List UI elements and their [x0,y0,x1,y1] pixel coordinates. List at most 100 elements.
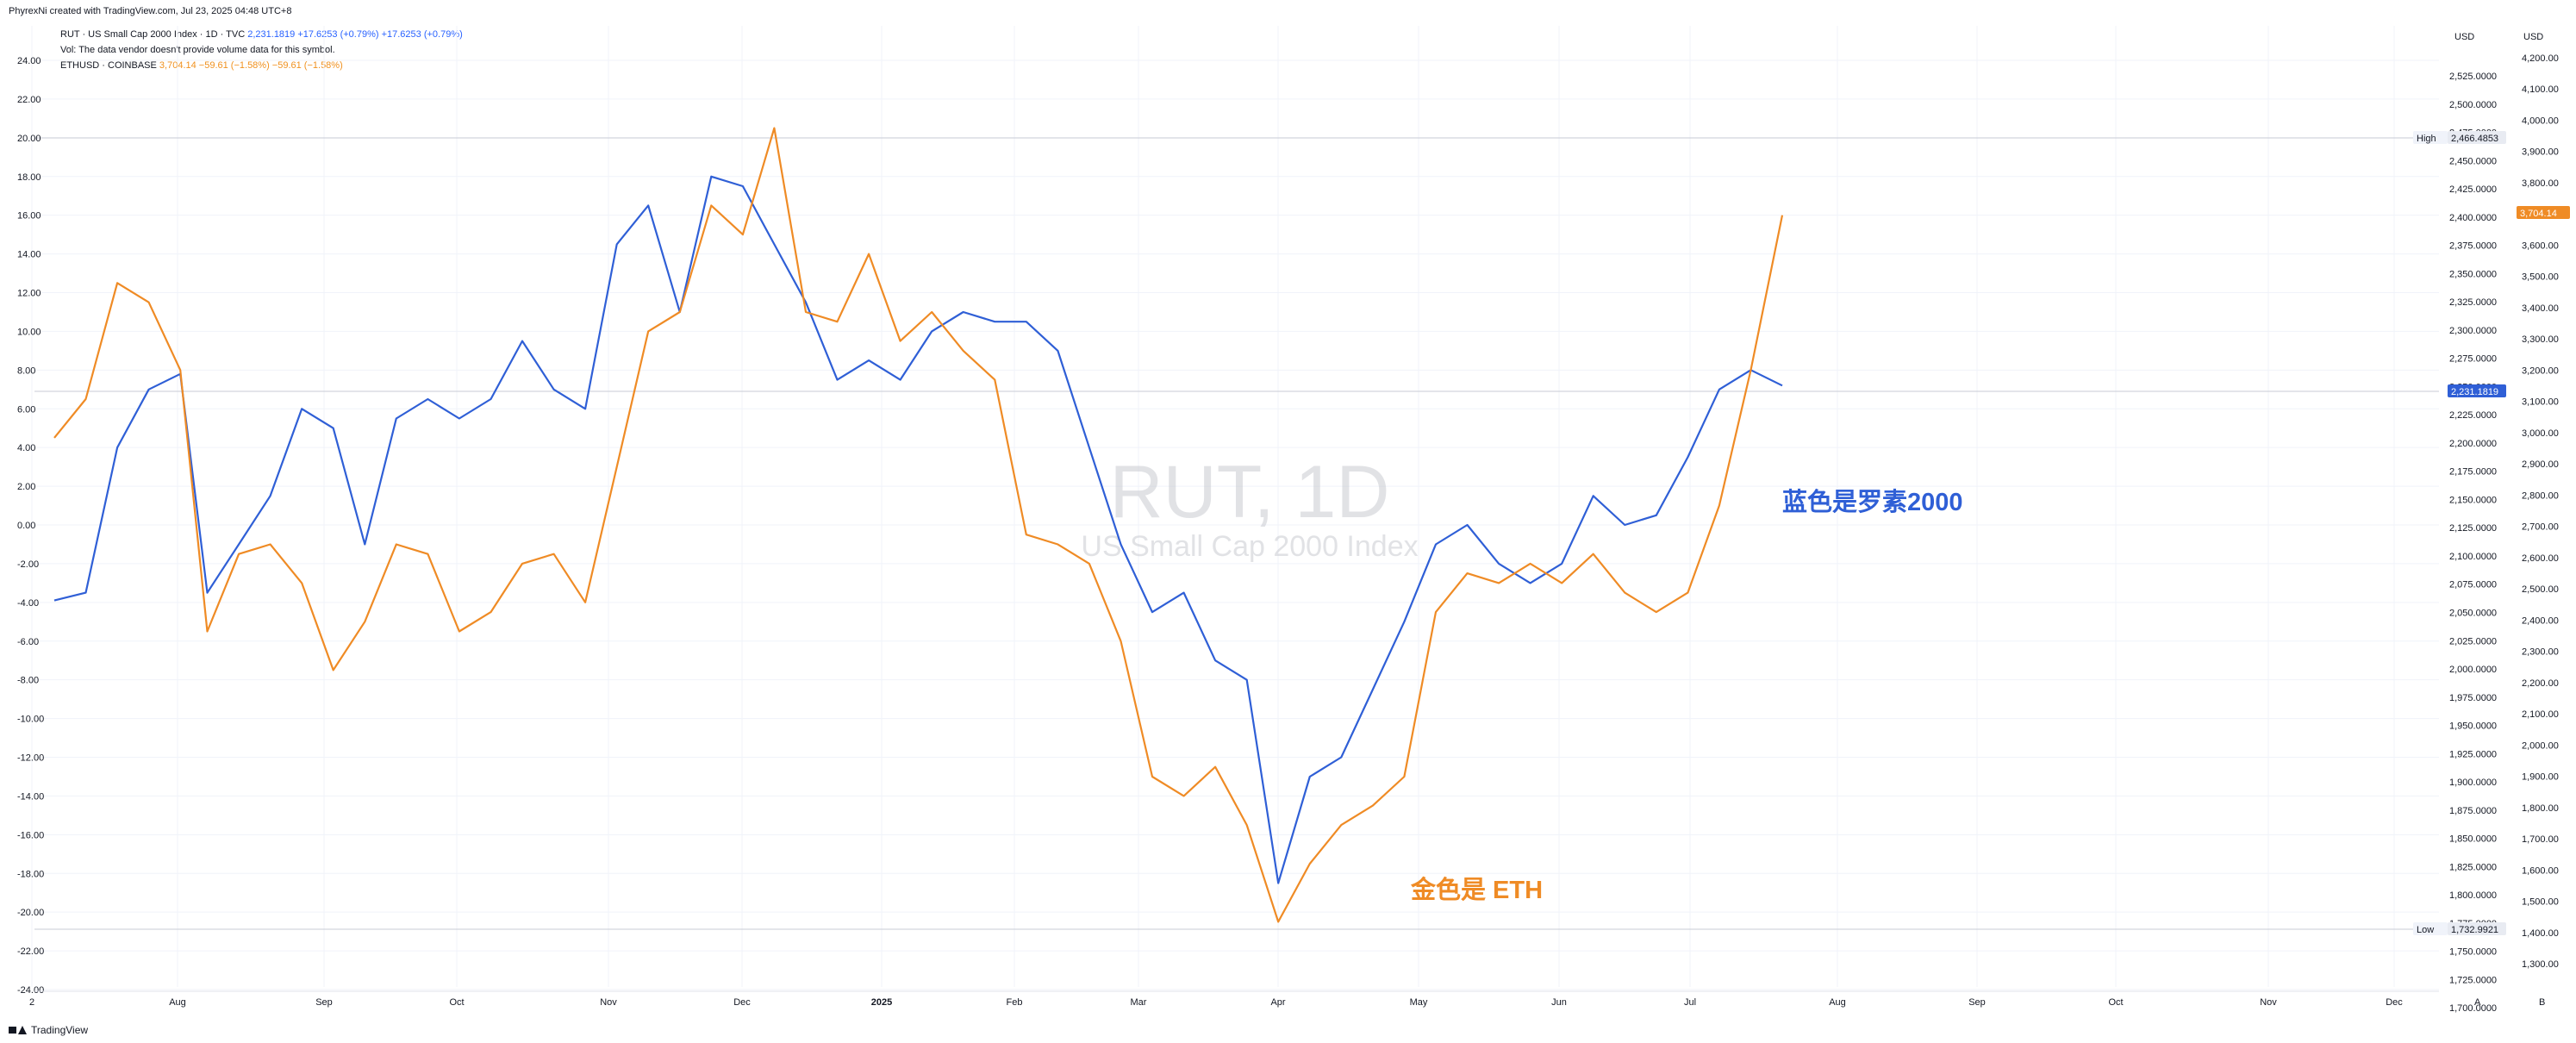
time-tick-label: Feb [1007,997,1023,1008]
rut-tick-label: 2,025.0000 [2449,636,2497,646]
rut-tick-label: 2,350.0000 [2449,269,2497,279]
eth-tick-label: 3,300.00 [2522,334,2559,345]
time-tick-label: Sep [1968,997,1986,1008]
eth-tick-label: 2,500.00 [2522,584,2559,595]
left-tick-label: -4.00 [17,598,39,609]
time-tick-label: 2 [29,997,34,1008]
rut-tick-label: 2,525.0000 [2449,72,2497,82]
footer-brand: TradingView [9,1024,88,1036]
eth-tick-label: 1,500.00 [2522,897,2559,908]
rut-tick-label: 2,075.0000 [2449,580,2497,590]
left-tick-label: 2.00 [17,482,35,492]
left-tick-label: -24.00 [17,985,44,996]
currency-label-left: USD [2454,32,2474,42]
eth-tick-label: 3,500.00 [2522,272,2559,283]
series-line-rut[interactable] [53,175,1783,884]
low-label: Low [2417,925,2434,935]
left-tick-label: 8.00 [17,365,35,376]
legend-rut-label: RUT · US Small Cap 2000 Index · 1D · TVC [60,29,246,40]
time-tick-label: Oct [2108,997,2123,1008]
left-tick-label: 6.00 [17,404,35,415]
series-line-ethusd[interactable] [53,127,1784,923]
rut-tick-label: 1,850.0000 [2449,834,2497,845]
left-tick-label: -16.00 [17,830,44,840]
reference-lines [34,137,2439,930]
annotation-blue-text: 蓝色是罗素2000 [1782,487,1963,516]
rut-tick-label: 2,000.0000 [2449,665,2497,675]
rut-tick-label: 1,725.0000 [2449,975,2497,985]
rut-tick-label: 1,825.0000 [2449,862,2497,872]
eth-tick-label: 1,400.00 [2522,928,2559,939]
eth-tick-label: 3,800.00 [2522,178,2559,189]
left-tick-label: -8.00 [17,676,39,686]
series-layer [53,127,1784,923]
eth-tick-label: 2,000.00 [2522,740,2559,751]
high-value-bg [2448,131,2506,144]
left-tick-label: -20.00 [17,908,44,918]
time-tick-label: Apr [1270,997,1285,1008]
time-tick-label: 2025 [871,997,892,1008]
rut-tick-label: 1,925.0000 [2449,749,2497,759]
legend-eth-values: 3,704.14 −59.61 (−1.58%) −59.61 (−1.58%) [159,60,343,71]
eth-tick-label: 2,600.00 [2522,553,2559,564]
high-value: 2,466.4853 [2451,134,2498,144]
eth-last-price: 3,704.14 [2520,209,2557,219]
eth-tick-label: 2,900.00 [2522,459,2559,470]
rut-tick-label: 2,300.0000 [2449,326,2497,336]
left-tick-label: 10.00 [17,327,41,337]
left-tick-label: -22.00 [17,946,44,957]
high-label-bg [2413,131,2448,144]
eth-tick-label: 2,800.00 [2522,490,2559,501]
time-axis[interactable]: 2 Aug Sep Oct Nov Dec 2025 Feb Mar Apr May Jun Jul Au… [29,990,2439,1008]
time-tick-label: Dec [2386,997,2403,1008]
rut-tick-label: 2,450.0000 [2449,156,2497,166]
legend-vol-note: Vol: The data vendor doesn't provide vol… [60,45,335,55]
eth-tick-label: 4,000.00 [2522,116,2559,126]
time-tick-label: Nov [2260,997,2277,1008]
legend-eth-row[interactable]: ETHUSD · COINBASE 3,704.14 −59.61 (−1.58… [60,58,463,73]
legend-rut-row[interactable]: RUT · US Small Cap 2000 Index · 1D · TVC… [60,27,463,42]
low-value: 1,732.9921 [2451,925,2498,935]
rut-tick-label: 2,325.0000 [2449,297,2497,308]
rut-tick-label: 1,700.0000 [2449,1003,2497,1014]
auto-scale-button[interactable]: A [2474,997,2481,1008]
eth-tick-label: 1,800.00 [2522,803,2559,814]
annotation-gold-text: 金色是 ETH [1410,875,1543,904]
eth-last-price-bg [2517,206,2570,219]
watermark-symbol: RUT, 1D [1110,451,1390,534]
time-tick-label: May [1410,997,1428,1008]
left-tick-label: -6.00 [17,637,39,647]
left-tick-label: 18.00 [17,172,41,183]
eth-tick-label: 4,200.00 [2522,53,2559,64]
left-tick-label: 14.00 [17,250,41,260]
eth-tick-label: 4,100.00 [2522,84,2559,95]
eth-tick-label: 2,300.00 [2522,647,2559,658]
price-markers: High 2,466.4853 Low 1,732.9921 2,231.1819 3,7… [2413,131,2570,935]
rut-tick-label: 2,150.0000 [2449,495,2497,505]
symbol-watermark: RUT, 1D US Small Cap 2000 Index [1081,451,1418,563]
rut-tick-label: 1,900.0000 [2449,778,2497,788]
eth-tick-label: 3,600.00 [2522,240,2559,251]
currency-label-right: USD [2523,32,2543,42]
low-value-bg [2448,922,2506,935]
left-tick-label: -18.00 [17,869,44,879]
left-tick-label: 24.00 [17,56,41,66]
rut-last-price-bg [2448,384,2506,397]
left-tick-label: 0.00 [17,521,35,531]
rut-tick-label: 2,400.0000 [2449,213,2497,223]
eth-tick-label: 2,100.00 [2522,709,2559,720]
left-tick-label: -10.00 [17,715,44,725]
eth-tick-label: 1,900.00 [2522,772,2559,783]
eth-tick-label: 3,000.00 [2522,428,2559,439]
time-tick-label: Jul [1684,997,1696,1008]
eth-tick-label: 1,600.00 [2522,865,2559,876]
rut-tick-label: 1,950.0000 [2449,721,2497,732]
left-tick-label: 16.00 [17,211,41,222]
left-tick-label: -14.00 [17,791,44,802]
rut-tick-label: 2,175.0000 [2449,467,2497,478]
eth-tick-label: 2,700.00 [2522,522,2559,533]
eth-tick-label: 2,400.00 [2522,615,2559,626]
low-label-bg [2413,922,2448,935]
time-tick-label: Mar [1131,997,1147,1008]
